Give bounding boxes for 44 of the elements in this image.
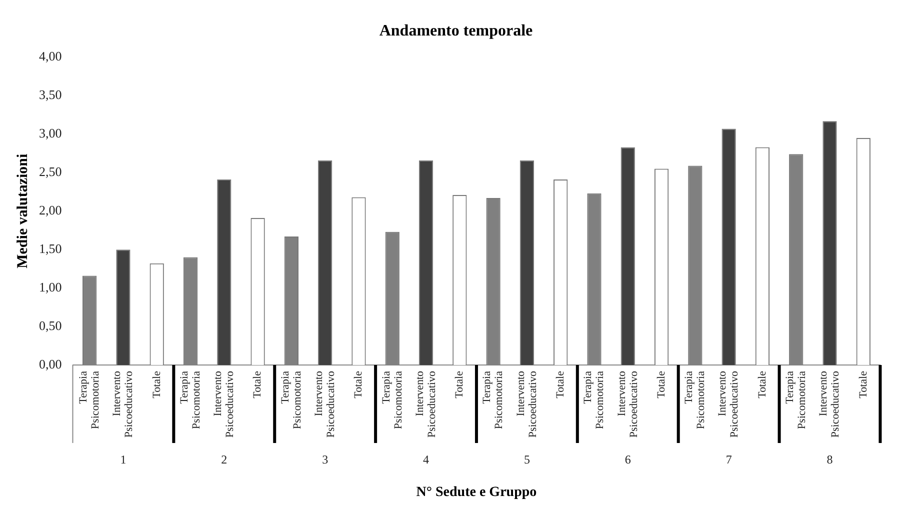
y-axis-title: Medie valutazioni — [14, 154, 31, 268]
text: Terapia Psicomotoria — [481, 371, 506, 430]
text: Terapia Psicomotoria — [178, 371, 202, 430]
text: Totale — [352, 371, 365, 398]
text: Intervento Psicoeducativo — [716, 371, 741, 438]
y-tick-label: 2,50 — [39, 164, 62, 180]
text: Intervento Psicoeducativo — [111, 371, 136, 438]
text: Intervento Psicoeducativo — [616, 370, 640, 438]
x-tick-label: 7 — [726, 452, 732, 466]
text: Terapia Psicomotoria — [279, 370, 304, 430]
y-tick-label: 1,50 — [39, 240, 62, 256]
x-tick-label: 8 — [826, 452, 833, 466]
text: Terapia Psicomotoria — [683, 371, 708, 430]
y-tick-label: 0,50 — [39, 318, 62, 333]
y-tick-label: 0,00 — [39, 356, 62, 372]
text: Terapia Psicomotoria — [582, 371, 606, 430]
x-axis-title: N° Sedute e Gruppo — [416, 485, 537, 500]
text: Intervento Psicoeducativo — [312, 371, 337, 438]
text: Intervento Psicoeducativo — [514, 371, 539, 438]
y-tick-label: 4,00 — [39, 48, 62, 64]
y-tick-label: 3,50 — [39, 87, 62, 102]
chart-title: Andamento temporale — [379, 22, 533, 40]
y-tick-label: 3,00 — [39, 126, 62, 141]
x-tick-label: 4 — [423, 452, 430, 466]
x-tick-label: 5 — [524, 452, 530, 466]
text: Totale — [150, 370, 163, 398]
text: Totale — [756, 371, 768, 398]
text: Intervento Psicoeducativo — [212, 371, 236, 438]
text: Intervento Psicoeducativo — [818, 371, 842, 438]
y-tick-label: 2,00 — [39, 202, 62, 218]
text: Totale — [655, 371, 668, 398]
x-tick-label: 1 — [120, 452, 126, 466]
x-tick-label: 3 — [322, 452, 328, 466]
text: Intervento Psicoeducativo — [414, 371, 438, 438]
text: Terapia Psicomotoria — [77, 371, 102, 430]
text: Terapia Psicomotoria — [380, 371, 404, 430]
x-tick-label: 2 — [221, 452, 228, 466]
x-tick-label: 6 — [624, 452, 631, 466]
text: Totale — [857, 371, 870, 398]
text: Totale — [554, 371, 566, 398]
text: Totale — [454, 371, 466, 398]
y-tick-label: 1,00 — [39, 279, 62, 294]
text: Totale — [252, 371, 264, 398]
text: Terapia Psicomotoria — [784, 371, 808, 430]
